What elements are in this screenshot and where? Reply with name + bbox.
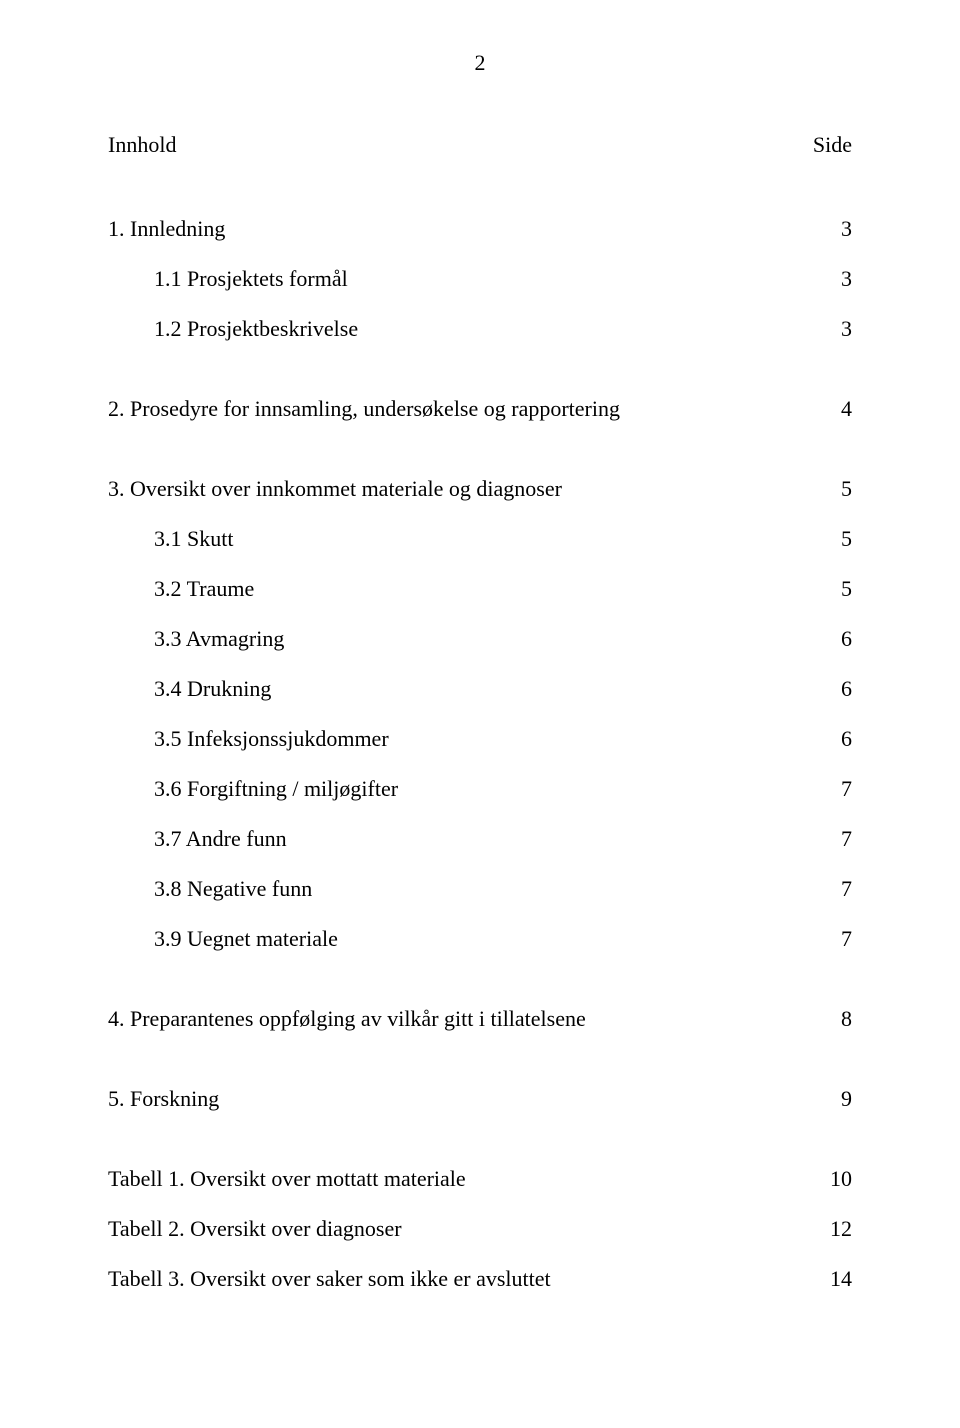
toc-entry-page: 10 xyxy=(830,1168,852,1190)
toc-entry: Tabell 1. Oversikt over mottatt material… xyxy=(108,1168,852,1190)
toc-entry: 3.7 Andre funn 7 xyxy=(108,828,852,850)
toc-entry: Tabell 3. Oversikt over saker som ikke e… xyxy=(108,1268,852,1290)
toc-entry-label: 1.2 Prosjektbeskrivelse xyxy=(154,318,358,340)
toc-entry-label: 3.3 Avmagring xyxy=(154,628,284,650)
toc-entry: 3.2 Traume 5 xyxy=(108,578,852,600)
toc-entry: 3.9 Uegnet materiale 7 xyxy=(108,928,852,950)
toc-entry-page: 7 xyxy=(841,828,852,850)
toc-entry-page: 14 xyxy=(830,1268,852,1290)
toc-body: 1. Innledning31.1 Prosjektets formål31.2… xyxy=(108,218,852,1290)
toc-entry-page: 5 xyxy=(841,478,852,500)
toc-entry-page: 12 xyxy=(830,1218,852,1240)
toc-gap xyxy=(108,368,852,398)
toc-entry-label: 5. Forskning xyxy=(108,1088,219,1110)
toc-heading-row: Innhold Side xyxy=(108,132,852,158)
toc-entry-label: 3.8 Negative funn xyxy=(154,878,312,900)
toc-entry-page: 8 xyxy=(841,1008,852,1030)
toc-entry-page: 4 xyxy=(841,398,852,420)
toc-heading-left: Innhold xyxy=(108,132,176,158)
toc-entry-page: 3 xyxy=(841,268,852,290)
toc-entry-page: 6 xyxy=(841,678,852,700)
toc-entry: 3. Oversikt over innkommet materiale og … xyxy=(108,478,852,500)
toc-entry-page: 5 xyxy=(841,528,852,550)
toc-entry-page: 3 xyxy=(841,318,852,340)
document-page: 2 Innhold Side 1. Innledning31.1 Prosjek… xyxy=(0,0,960,1428)
toc-entry-label: 3.4 Drukning xyxy=(154,678,271,700)
toc-entry-label: Tabell 3. Oversikt over saker som ikke e… xyxy=(108,1268,551,1290)
toc-heading-right: Side xyxy=(813,132,852,158)
toc-entry: 4. Preparantenes oppfølging av vilkår gi… xyxy=(108,1008,852,1030)
toc-entry-label: 3.9 Uegnet materiale xyxy=(154,928,338,950)
toc-entry-label: 3. Oversikt over innkommet materiale og … xyxy=(108,478,562,500)
toc-entry-label: Tabell 1. Oversikt over mottatt material… xyxy=(108,1168,466,1190)
toc-entry-page: 3 xyxy=(841,218,852,240)
toc-entry-label: 4. Preparantenes oppfølging av vilkår gi… xyxy=(108,1008,586,1030)
toc-entry: 3.3 Avmagring 6 xyxy=(108,628,852,650)
toc-entry-label: 2. Prosedyre for innsamling, undersøkels… xyxy=(108,398,620,420)
toc-entry-page: 5 xyxy=(841,578,852,600)
toc-entry-page: 9 xyxy=(841,1088,852,1110)
toc-entry: 3.8 Negative funn 7 xyxy=(108,878,852,900)
toc-entry: Tabell 2. Oversikt over diagnoser 12 xyxy=(108,1218,852,1240)
toc-entry-page: 6 xyxy=(841,728,852,750)
toc-entry-label: 1. Innledning xyxy=(108,218,225,240)
toc-entry: 1. Innledning 3 xyxy=(108,218,852,240)
toc-entry-label: Tabell 2. Oversikt over diagnoser xyxy=(108,1218,402,1240)
page-number: 2 xyxy=(108,50,852,76)
toc-gap xyxy=(108,1058,852,1088)
toc-entry: 1.2 Prosjektbeskrivelse 3 xyxy=(108,318,852,340)
toc-entry-label: 1.1 Prosjektets formål xyxy=(154,268,348,290)
toc-entry-page: 7 xyxy=(841,778,852,800)
toc-entry: 3.1 Skutt 5 xyxy=(108,528,852,550)
toc-entry: 5. Forskning 9 xyxy=(108,1088,852,1110)
toc-entry-label: 3.7 Andre funn xyxy=(154,828,287,850)
toc-entry: 3.4 Drukning 6 xyxy=(108,678,852,700)
toc-entry-label: 3.5 Infeksjonssjukdommer xyxy=(154,728,389,750)
toc-entry-page: 6 xyxy=(841,628,852,650)
toc-entry: 2. Prosedyre for innsamling, undersøkels… xyxy=(108,398,852,420)
toc-gap xyxy=(108,978,852,1008)
toc-entry-page: 7 xyxy=(841,928,852,950)
toc-entry-label: 3.1 Skutt xyxy=(154,528,233,550)
toc-entry-page: 7 xyxy=(841,878,852,900)
toc-entry: 1.1 Prosjektets formål 3 xyxy=(108,268,852,290)
toc-gap xyxy=(108,448,852,478)
toc-entry: 3.5 Infeksjonssjukdommer 6 xyxy=(108,728,852,750)
toc-entry: 3.6 Forgiftning / miljøgifter 7 xyxy=(108,778,852,800)
toc-entry-label: 3.2 Traume xyxy=(154,578,254,600)
toc-entry-label: 3.6 Forgiftning / miljøgifter xyxy=(154,778,398,800)
toc-gap xyxy=(108,1138,852,1168)
